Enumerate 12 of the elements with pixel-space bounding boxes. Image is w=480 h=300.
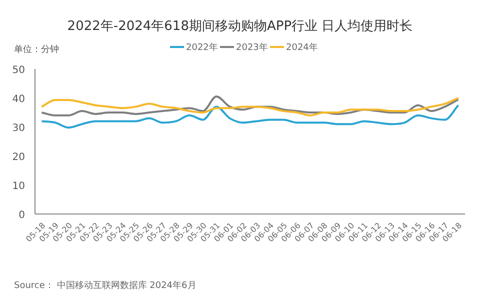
y-tick-label: 30 [12,123,25,134]
source-note: Source： 中国移动互联网数据库 2024年6月 [14,280,196,291]
y-tick-label: 0 [18,210,25,221]
y-tick-label: 10 [12,181,25,192]
legend-label: 2023年 [236,42,268,53]
y-tick-label: 40 [12,94,25,105]
chart-title: 2022年-2024年618期间移动购物APP行业 日人均使用时长 [67,19,413,34]
y-axis-title: 单位：分钟 [14,44,59,55]
legend-label: 2022年 [186,42,218,53]
y-tick-label: 20 [12,152,25,163]
legend-label: 2024年 [286,42,318,53]
y-tick-label: 50 [12,65,25,76]
